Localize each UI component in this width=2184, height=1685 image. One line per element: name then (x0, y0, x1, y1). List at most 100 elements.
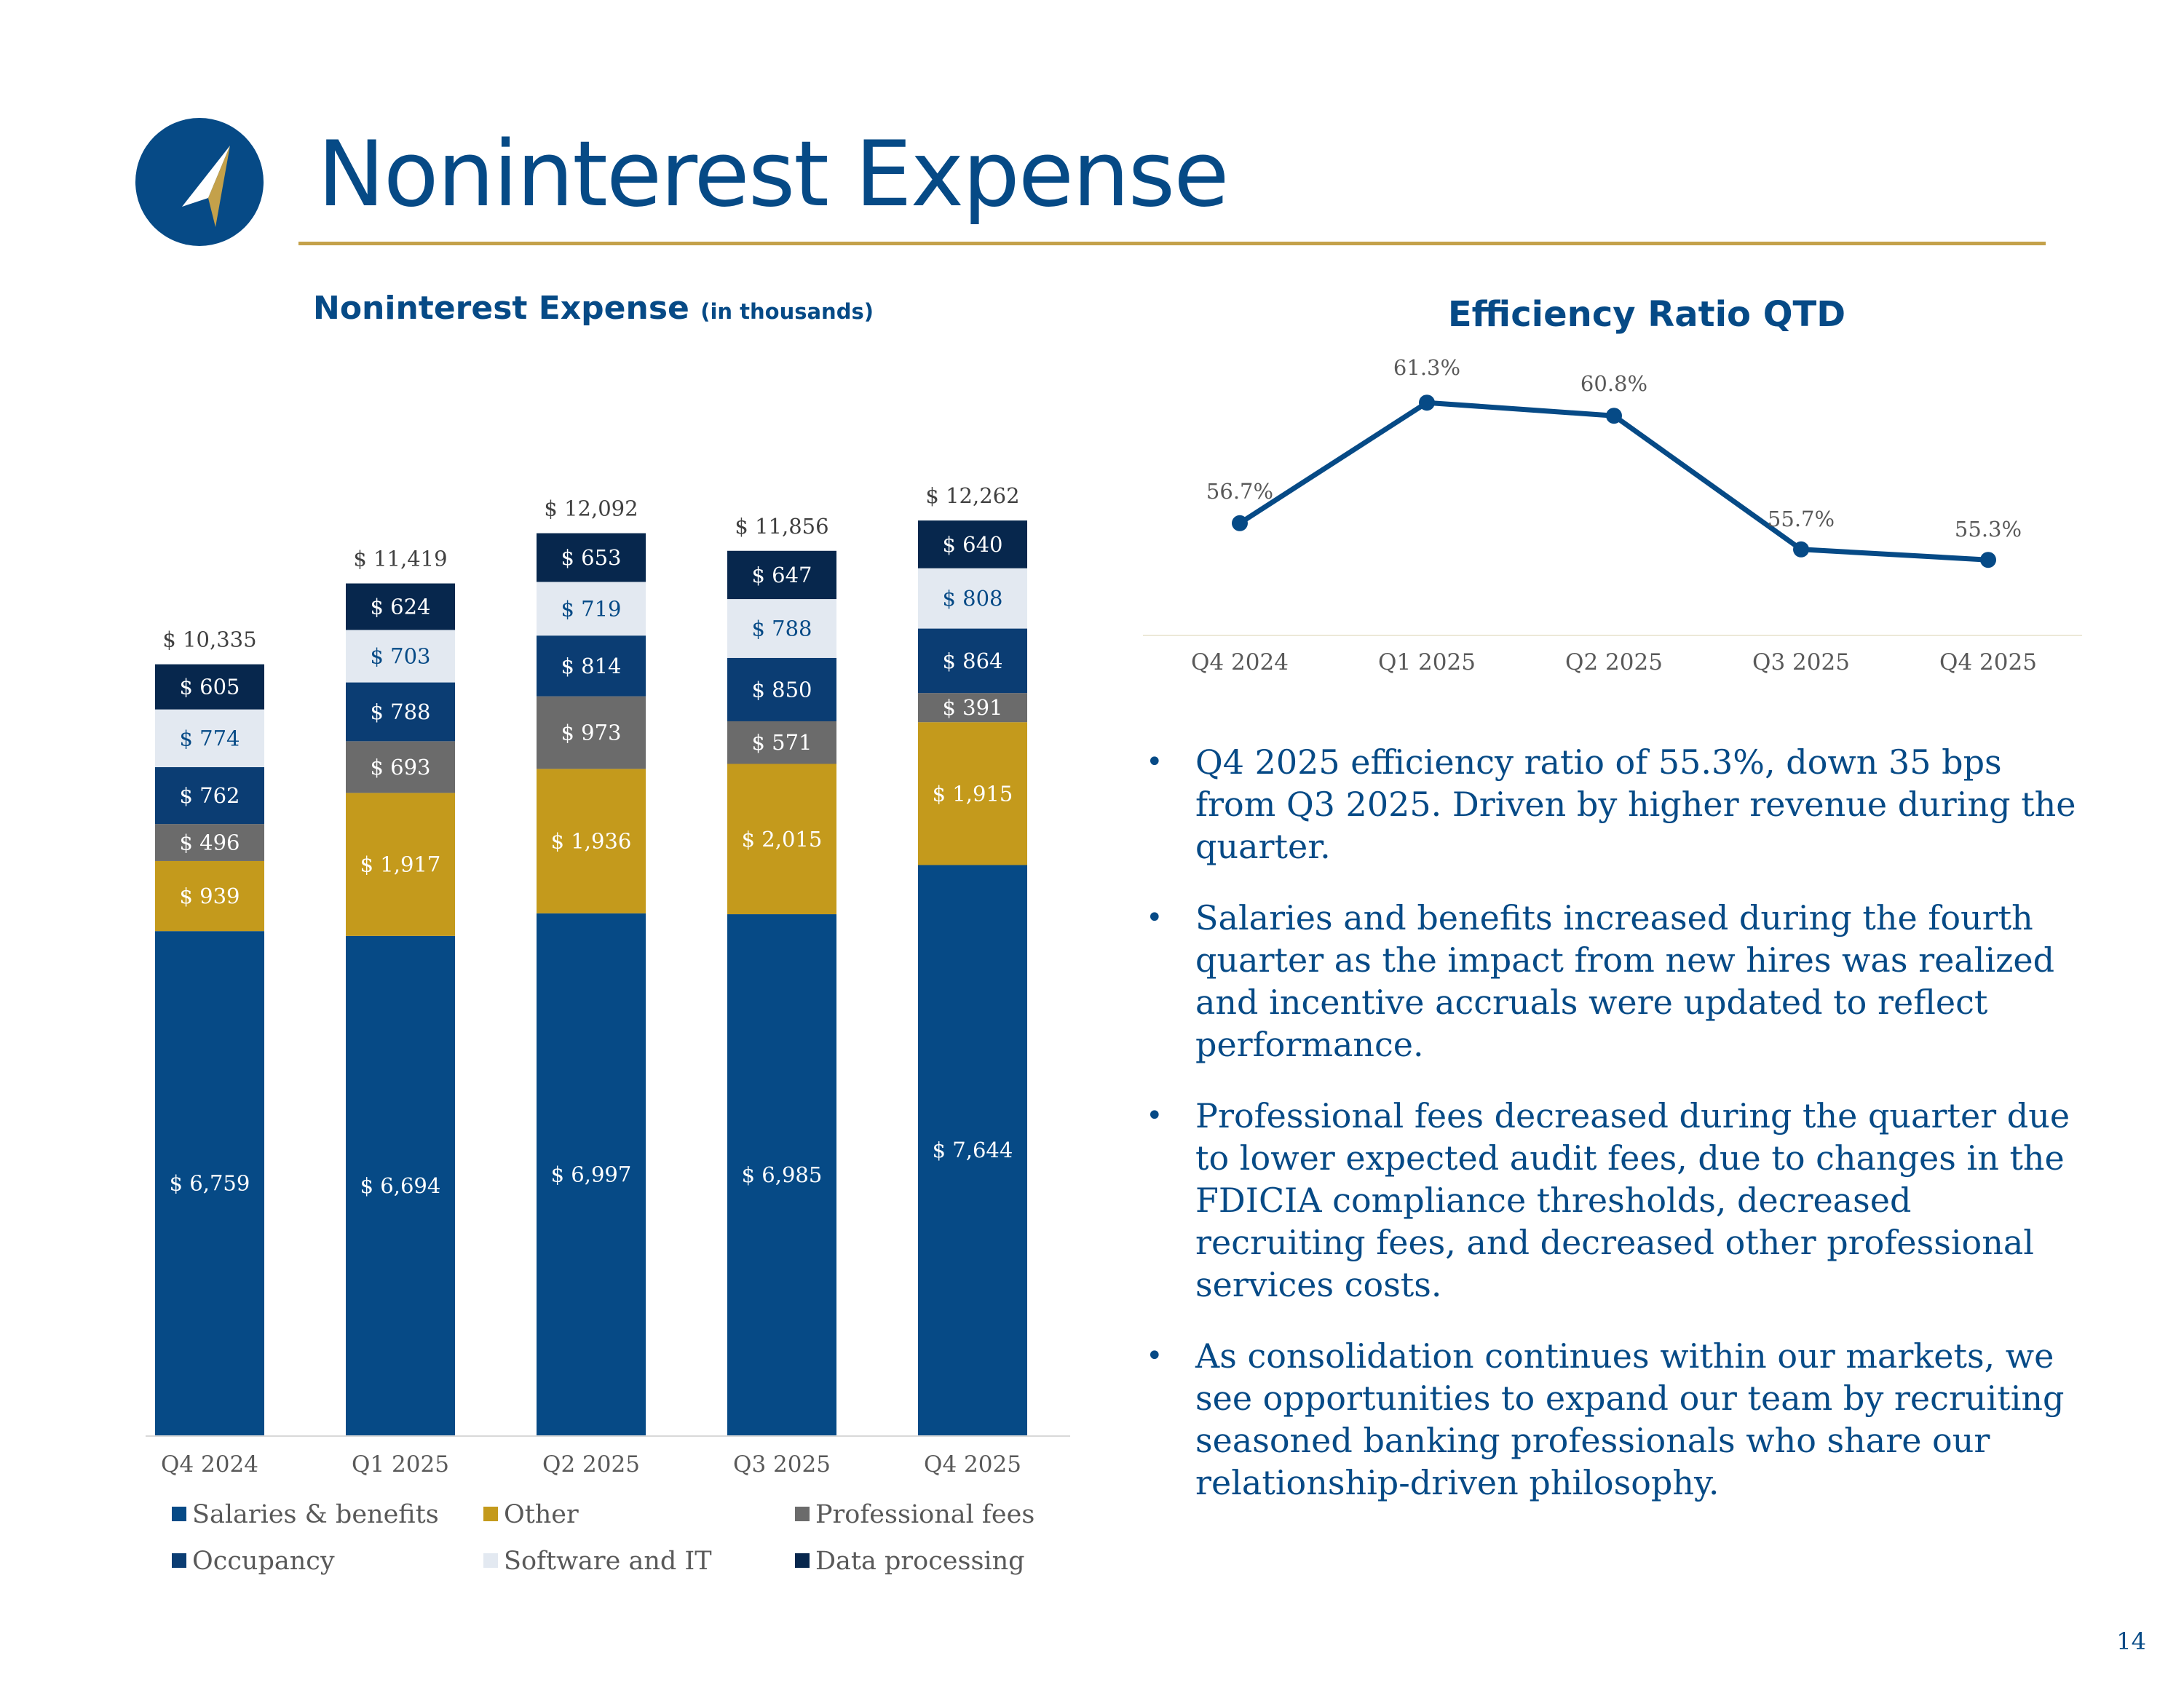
bar-occupancy-q4-2025 (918, 628, 1027, 694)
bar-salaries-and-benefits-q2-2025 (537, 913, 646, 1435)
legend-label-software-and-it: Software and IT (504, 1547, 712, 1576)
total-label-q1-2025: $ 11,419 (353, 547, 447, 571)
value-label-software-and-it-q2-2025: $ 719 (561, 596, 621, 621)
noninterest-expense-chart-title: Noninterest Expense (in thousands) (313, 290, 874, 327)
x-tick-q2-2025: Q2 2025 (1565, 649, 1663, 675)
total-label-q4-2024: $ 10,335 (162, 627, 256, 652)
data-label-q4-2024: 56.7% (1206, 479, 1273, 504)
legend-swatch-professional-fees (795, 1507, 810, 1521)
bar-professional-fees-q2-2025 (537, 696, 646, 769)
data-label-q3-2025: 55.7% (1768, 507, 1835, 531)
x-tick-q3-2025: Q3 2025 (1752, 649, 1850, 675)
bar-other-q2-2025 (537, 769, 646, 913)
value-label-other-q2-2025: $ 1,936 (551, 829, 632, 854)
bar-salaries-and-benefits-q1-2025 (346, 935, 455, 1435)
value-label-other-q1-2025: $ 1,917 (360, 852, 441, 877)
x-tick-q3-2025: Q3 2025 (733, 1451, 831, 1478)
bar-professional-fees-q4-2025 (918, 693, 1027, 723)
value-label-software-and-it-q1-2025: $ 703 (370, 644, 430, 669)
bar-occupancy-q3-2025 (727, 657, 836, 721)
value-label-occupancy-q3-2025: $ 850 (751, 677, 812, 702)
legend-label-other: Other (504, 1500, 579, 1529)
value-label-data-processing-q4-2025: $ 640 (942, 532, 1002, 557)
noninterest-expense-stacked-bar-chart: $ 6,759 $ 939 $ 496 $ 762 $ 774 $ 605 $ 10,335… (146, 483, 1070, 1576)
value-label-professional-fees-q3-2025: $ 571 (751, 730, 812, 755)
x-tick-q4-2025: Q4 2025 (924, 1451, 1021, 1478)
value-label-data-processing-q3-2025: $ 647 (751, 563, 812, 587)
value-label-professional-fees-q2-2025: $ 973 (561, 721, 621, 745)
bar-data-processing-q4-2025 (918, 520, 1027, 568)
legend-label-data-processing: Data processing (815, 1547, 1025, 1576)
efficiency-ratio-chart-title: Efficiency Ratio QTD (1447, 294, 1846, 335)
data-point-q2-2025 (1606, 408, 1622, 424)
page-number: 14 (2116, 1627, 2146, 1655)
bullet-item: • Salaries and benefits increased during … (1136, 897, 2082, 1066)
bar-professional-fees-q4-2024 (155, 824, 264, 861)
value-label-salaries-and-benefits-q4-2024: $ 6,759 (170, 1171, 250, 1196)
commentary-bullet-list: • Q4 2025 efficiency ratio of 55.3%, down… (1136, 741, 2082, 1533)
legend-swatch-other (483, 1507, 498, 1521)
x-tick-q4-2024: Q4 2024 (1191, 649, 1289, 675)
value-label-occupancy-q4-2024: $ 762 (179, 783, 240, 808)
legend-swatch-salaries-and-benefits (172, 1507, 186, 1521)
bullet-marker: • (1146, 1099, 1163, 1133)
legend-swatch-software-and-it (483, 1553, 498, 1568)
value-label-salaries-and-benefits-q3-2025: $ 6,985 (742, 1162, 823, 1187)
bar-software-and-it-q4-2024 (155, 709, 264, 768)
title-divider (298, 242, 2046, 245)
chart-title-main: Noninterest Expense (313, 290, 689, 327)
value-label-data-processing-q4-2024: $ 605 (179, 675, 240, 699)
data-point-q1-2025 (1419, 395, 1435, 411)
legend-swatch-occupancy (172, 1553, 186, 1568)
legend-label-salaries-and-benefits: Salaries & benefits (192, 1500, 439, 1529)
value-label-salaries-and-benefits-q2-2025: $ 6,997 (551, 1162, 632, 1186)
value-label-other-q4-2025: $ 1,915 (933, 781, 1013, 806)
value-label-software-and-it-q3-2025: $ 788 (751, 616, 812, 641)
bullet-item: • As consolidation continues within our m… (1136, 1335, 2082, 1504)
x-tick-q1-2025: Q1 2025 (1378, 649, 1476, 675)
legend-label-occupancy: Occupancy (192, 1547, 335, 1576)
data-label-q1-2025: 61.3% (1393, 355, 1460, 380)
value-label-data-processing-q1-2025: $ 624 (370, 595, 430, 619)
efficiency-ratio-line (1238, 400, 1989, 563)
total-label-q2-2025: $ 12,092 (544, 496, 638, 521)
efficiency-ratio-line-chart: 56.7% Q4 2024 61.3% Q1 2025 60.8% Q2 2025 55.7… (1143, 355, 2082, 675)
value-label-software-and-it-q4-2025: $ 808 (942, 586, 1002, 611)
x-tick-q2-2025: Q2 2025 (542, 1451, 640, 1478)
bullet-text: Salaries and benefits increased during t… (1195, 898, 2055, 1064)
bullet-text: Q4 2025 efficiency ratio of 55.3%, down … (1195, 742, 2076, 866)
bullet-marker: • (1146, 745, 1163, 779)
bar-data-processing-q4-2024 (155, 664, 264, 710)
value-label-data-processing-q2-2025: $ 653 (561, 545, 621, 570)
bar-salaries-and-benefits-q3-2025 (727, 914, 836, 1435)
value-label-salaries-and-benefits-q1-2025: $ 6,694 (360, 1173, 441, 1198)
bar-data-processing-q3-2025 (727, 550, 836, 600)
bar-occupancy-q4-2024 (155, 767, 264, 825)
bar-occupancy-q1-2025 (346, 682, 455, 742)
total-label-q4-2025: $ 12,262 (925, 483, 1019, 508)
bar-data-processing-q2-2025 (537, 533, 646, 582)
bar-other-q4-2024 (155, 860, 264, 932)
bar-data-processing-q1-2025 (346, 583, 455, 630)
compass-logo (135, 118, 264, 246)
bullet-text: Professional fees decreased during the q… (1195, 1096, 2070, 1304)
bar-salaries-and-benefits-q4-2025 (918, 865, 1027, 1435)
legend-label-professional-fees: Professional fees (815, 1500, 1034, 1529)
data-label-q2-2025: 60.8% (1580, 371, 1647, 396)
x-tick-q1-2025: Q1 2025 (352, 1451, 449, 1478)
bullet-marker: • (1146, 1339, 1163, 1373)
bar-occupancy-q2-2025 (537, 635, 646, 697)
chart-title-note: (in thousands) (700, 299, 874, 324)
bar-software-and-it-q3-2025 (727, 599, 836, 658)
value-label-salaries-and-benefits-q4-2025: $ 7,644 (933, 1138, 1013, 1162)
value-label-occupancy-q1-2025: $ 788 (370, 699, 430, 724)
bar-software-and-it-q2-2025 (537, 582, 646, 636)
legend-swatch-data-processing (795, 1553, 810, 1568)
bar-software-and-it-q4-2025 (918, 568, 1027, 629)
value-label-professional-fees-q1-2025: $ 693 (370, 755, 430, 780)
value-label-professional-fees-q4-2025: $ 391 (942, 695, 1002, 720)
bullet-marker: • (1146, 901, 1163, 935)
value-label-other-q3-2025: $ 2,015 (742, 827, 823, 852)
bar-other-q4-2025 (918, 722, 1027, 865)
value-label-software-and-it-q4-2024: $ 774 (179, 726, 240, 750)
